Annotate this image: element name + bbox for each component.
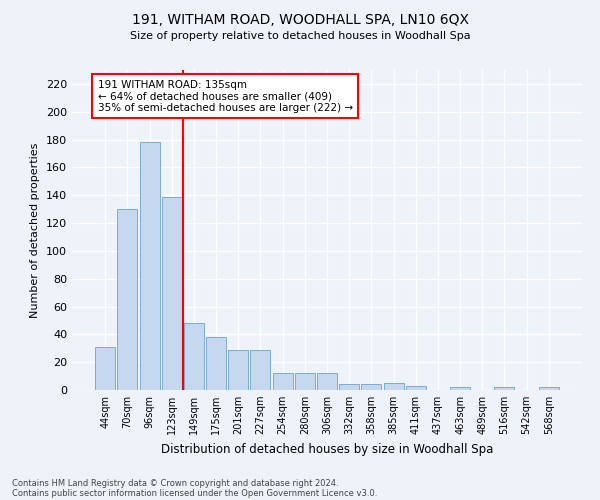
Bar (228, 350, 248, 390)
Bar (383, 383, 404, 390)
Bar (361, 384, 382, 390)
Bar (95, 347, 115, 390)
Text: Size of property relative to detached houses in Woodhall Spa: Size of property relative to detached ho… (130, 31, 470, 41)
Bar (250, 350, 271, 390)
Text: 191 WITHAM ROAD: 135sqm
← 64% of detached houses are smaller (409)
35% of semi-d: 191 WITHAM ROAD: 135sqm ← 64% of detache… (97, 80, 353, 113)
Bar (140, 142, 160, 390)
Text: Contains public sector information licensed under the Open Government Licence v3: Contains public sector information licen… (12, 488, 377, 498)
Bar (317, 374, 337, 390)
Bar (118, 209, 137, 390)
Bar (539, 387, 559, 390)
Bar (184, 323, 204, 390)
Text: 191, WITHAM ROAD, WOODHALL SPA, LN10 6QX: 191, WITHAM ROAD, WOODHALL SPA, LN10 6QX (131, 12, 469, 26)
X-axis label: Distribution of detached houses by size in Woodhall Spa: Distribution of detached houses by size … (161, 442, 493, 456)
Bar (295, 374, 315, 390)
Y-axis label: Number of detached properties: Number of detached properties (31, 142, 40, 318)
Bar (406, 386, 426, 390)
Bar (339, 384, 359, 390)
Bar (162, 196, 182, 390)
Bar (450, 387, 470, 390)
Bar (206, 337, 226, 390)
Bar (272, 374, 293, 390)
Bar (494, 387, 514, 390)
Text: Contains HM Land Registry data © Crown copyright and database right 2024.: Contains HM Land Registry data © Crown c… (12, 478, 338, 488)
